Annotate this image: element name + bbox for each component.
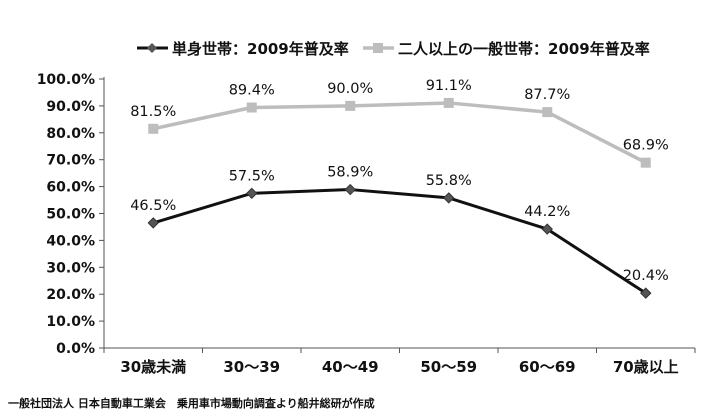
series-line bbox=[152, 188, 647, 295]
x-tick-label: 30～39 bbox=[223, 358, 280, 376]
data-label: 44.2% bbox=[524, 204, 570, 220]
data-label: 46.5% bbox=[130, 198, 176, 214]
data-point bbox=[443, 192, 455, 204]
y-tick-label: 70.0% bbox=[46, 153, 95, 169]
data-label: 58.9% bbox=[327, 165, 373, 181]
legend-label: 単身世帯：2009年普及率 bbox=[172, 40, 349, 58]
y-tick-label: 40.0% bbox=[46, 233, 95, 249]
data-point bbox=[246, 187, 258, 200]
y-tick-label: 0.0% bbox=[56, 341, 95, 357]
data-label: 81.5% bbox=[130, 104, 176, 120]
series-layer: 81.5% 89.4% 90.0% 91.1% 87.7% 68.9% 46.5% 57.5%… bbox=[130, 78, 669, 299]
data-point bbox=[344, 183, 356, 196]
data-point bbox=[345, 100, 356, 111]
data-point bbox=[246, 102, 257, 113]
x-tick-label: 60～69 bbox=[519, 358, 576, 376]
data-label: 90.0% bbox=[327, 81, 373, 97]
x-tick-label: 70歳以上 bbox=[613, 358, 679, 376]
data-point bbox=[541, 223, 553, 235]
y-tick-label: 20.0% bbox=[46, 287, 95, 303]
data-label: 91.1% bbox=[426, 78, 472, 94]
x-axis: 30歳未満 30～39 40～49 50～59 60～69 70歳以上 bbox=[103, 347, 696, 376]
legend-label: 二人以上の一般世帯：2009年普及率 bbox=[398, 40, 650, 58]
y-tick-label: 80.0% bbox=[46, 126, 95, 142]
legend-swatch-marker bbox=[373, 43, 383, 53]
series-single-household: 46.5% 57.5% 58.9% 55.8% 44.2% 20.4% bbox=[130, 165, 669, 299]
data-label: 89.4% bbox=[229, 83, 275, 99]
y-tick-label: 10.0% bbox=[46, 314, 95, 330]
data-point bbox=[640, 157, 651, 168]
y-tick-label: 30.0% bbox=[46, 260, 95, 276]
x-tick-label: 40～49 bbox=[322, 358, 379, 376]
y-tick-label: 50.0% bbox=[46, 207, 95, 223]
data-point bbox=[640, 287, 652, 299]
y-tick-label: 100.0% bbox=[37, 72, 95, 88]
data-label: 68.9% bbox=[623, 138, 669, 154]
legend-swatch-marker bbox=[147, 43, 157, 53]
source-note: 一般社団法人 日本自動車工業会 乗用車市場動向調査より船井総研が作成 bbox=[8, 396, 375, 410]
data-label: 55.8% bbox=[426, 173, 472, 189]
legend-entry-single-household: 単身世帯：2009年普及率 bbox=[137, 40, 349, 58]
data-point bbox=[148, 123, 159, 134]
data-label: 87.7% bbox=[524, 87, 570, 103]
legend: 単身世帯：2009年普及率 二人以上の一般世帯：2009年普及率 bbox=[137, 40, 650, 58]
data-point bbox=[147, 217, 159, 229]
data-label: 20.4% bbox=[623, 268, 669, 284]
y-axis: 0.0% 10.0% 20.0% 30.0% 40.0% 50.0% 60.0% 70.0% 8… bbox=[37, 72, 105, 357]
x-tick-label: 50～59 bbox=[420, 358, 477, 376]
legend-entry-multi-person-household: 二人以上の一般世帯：2009年普及率 bbox=[363, 40, 650, 58]
data-label: 57.5% bbox=[229, 168, 275, 184]
series-multi-person-household: 81.5% 89.4% 90.0% 91.1% 87.7% 68.9% bbox=[130, 78, 669, 168]
y-tick-label: 60.0% bbox=[46, 180, 95, 196]
x-tick-label: 30歳未満 bbox=[120, 358, 186, 376]
series-line bbox=[152, 101, 647, 165]
y-tick-label: 90.0% bbox=[46, 99, 95, 115]
data-point bbox=[443, 97, 454, 108]
data-point bbox=[542, 107, 553, 118]
